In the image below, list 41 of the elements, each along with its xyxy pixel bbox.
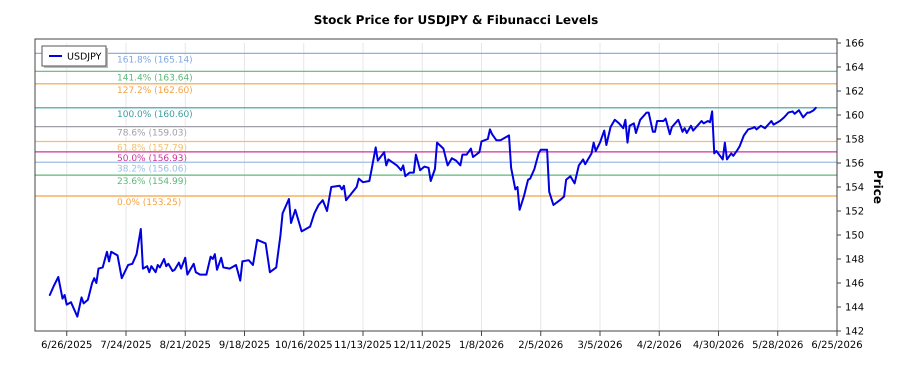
x-tick-label: 8/21/2025	[160, 340, 211, 351]
y-tick-label: 160	[845, 110, 864, 122]
ref-line-label: 23.6% (154.99)	[117, 177, 187, 188]
y-tick-label: 162	[845, 86, 864, 98]
ref-line-label: 100.0% (160.60)	[117, 110, 193, 120]
y-tick-label: 166	[845, 38, 864, 50]
x-tick-label: 9/18/2025	[218, 340, 270, 351]
x-tick-label: 7/24/2025	[100, 340, 152, 351]
x-tick-label: 4/30/2026	[692, 340, 744, 351]
y-axis-title: Price	[871, 170, 885, 204]
ref-line-label: 61.8% (157.79)	[117, 144, 187, 154]
y-tick-label: 150	[845, 230, 864, 242]
x-tick-label: 3/5/2026	[578, 340, 622, 351]
y-tick-label: 144	[845, 302, 864, 314]
ref-line-label: 141.4% (163.64)	[117, 73, 193, 84]
ref-line-label: 50.0% (156.93)	[117, 154, 187, 164]
y-tick-label: 154	[845, 182, 864, 194]
x-tick-label: 4/2/2026	[636, 340, 682, 351]
x-tick-label: 11/13/2025	[334, 340, 392, 351]
y-tick-label: 152	[845, 206, 864, 218]
y-tick-label: 158	[845, 134, 864, 146]
x-tick-label: 10/16/2025	[274, 340, 333, 351]
x-tick-label: 12/11/2025	[393, 340, 452, 351]
x-tick-label: 1/8/2026	[459, 340, 504, 351]
y-tick-label: 142	[845, 326, 864, 338]
ref-line-label: 0.0% (153.25)	[117, 198, 182, 208]
ref-line-label: 161.8% (165.14)	[117, 55, 193, 66]
chart-title: Stock Price for USDJPY & Fibunacci Levels	[314, 13, 598, 27]
x-tick-label: 6/26/2025	[41, 340, 92, 351]
ref-line-label: 38.2% (156.06)	[117, 164, 187, 174]
y-tick-label: 164	[845, 62, 864, 74]
y-tick-label: 148	[845, 254, 864, 266]
ref-line-label: 78.6% (159.03)	[117, 128, 187, 139]
line-series	[48, 106, 817, 318]
x-tick-label: 2/5/2026	[518, 340, 564, 351]
x-tick-label: 5/28/2026	[752, 340, 804, 351]
y-tick-label: 156	[845, 158, 864, 170]
ref-line-label: 127.2% (162.60)	[117, 86, 193, 96]
y-tick-label: 146	[845, 278, 864, 290]
legend-label: USDJPY	[67, 52, 102, 62]
x-tick-label: 6/25/2026	[811, 340, 863, 351]
